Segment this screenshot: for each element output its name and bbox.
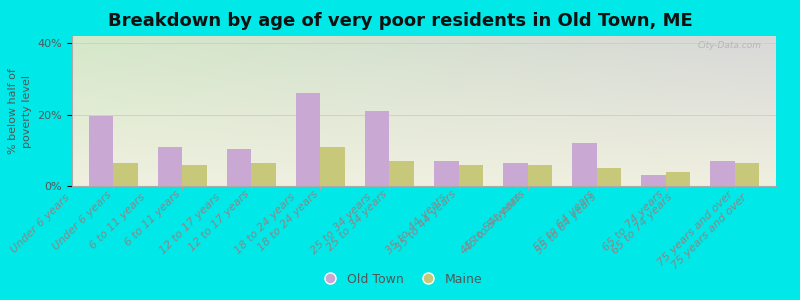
Text: Breakdown by age of very poor residents in Old Town, ME: Breakdown by age of very poor residents … (108, 12, 692, 30)
Text: 35 to 44 years: 35 to 44 years (384, 192, 448, 256)
Bar (227, 148, 251, 186)
Text: Under 6 years: Under 6 years (10, 192, 72, 255)
Bar (527, 165, 552, 186)
Text: City-Data.com: City-Data.com (698, 40, 762, 50)
Text: 35 to 44 years: 35 to 44 years (394, 189, 458, 253)
Bar (572, 143, 597, 186)
Text: 55 to 64 years: 55 to 64 years (534, 192, 598, 256)
Text: 45 to 54 years: 45 to 54 years (463, 189, 527, 253)
Bar (503, 163, 527, 186)
Bar (642, 175, 666, 186)
Text: 55 to 64 years: 55 to 64 years (532, 189, 597, 253)
Bar (710, 161, 734, 186)
Text: 75 years and over: 75 years and over (656, 189, 734, 268)
Bar (734, 163, 758, 186)
Bar (434, 161, 458, 186)
Bar (158, 147, 182, 186)
Text: 6 to 11 years: 6 to 11 years (88, 192, 147, 251)
Bar (597, 168, 621, 186)
Bar (114, 163, 138, 186)
Text: 18 to 24 years: 18 to 24 years (256, 189, 321, 253)
Bar (251, 163, 276, 186)
Bar (90, 116, 114, 186)
Bar (296, 93, 321, 186)
Bar (666, 172, 690, 186)
Bar (390, 161, 414, 186)
Bar (458, 165, 482, 186)
Text: 25 to 34 years: 25 to 34 years (326, 189, 390, 253)
Legend: Old Town, Maine: Old Town, Maine (313, 268, 487, 291)
Text: 75 years and over: 75 years and over (670, 192, 749, 271)
Text: 65 to 74 years: 65 to 74 years (602, 189, 666, 253)
Y-axis label: % below half of
poverty level: % below half of poverty level (8, 68, 32, 154)
Text: 6 to 11 years: 6 to 11 years (123, 189, 182, 248)
Text: 12 to 17 years: 12 to 17 years (187, 189, 251, 253)
Text: 25 to 34 years: 25 to 34 years (309, 192, 373, 256)
Text: Under 6 years: Under 6 years (50, 189, 114, 252)
Bar (366, 111, 390, 186)
Bar (321, 147, 345, 186)
Bar (182, 165, 206, 186)
Text: 12 to 17 years: 12 to 17 years (158, 192, 222, 256)
Text: 65 to 74 years: 65 to 74 years (610, 192, 674, 256)
Text: 18 to 24 years: 18 to 24 years (234, 192, 298, 256)
Text: 45 to 54 years: 45 to 54 years (459, 192, 523, 256)
